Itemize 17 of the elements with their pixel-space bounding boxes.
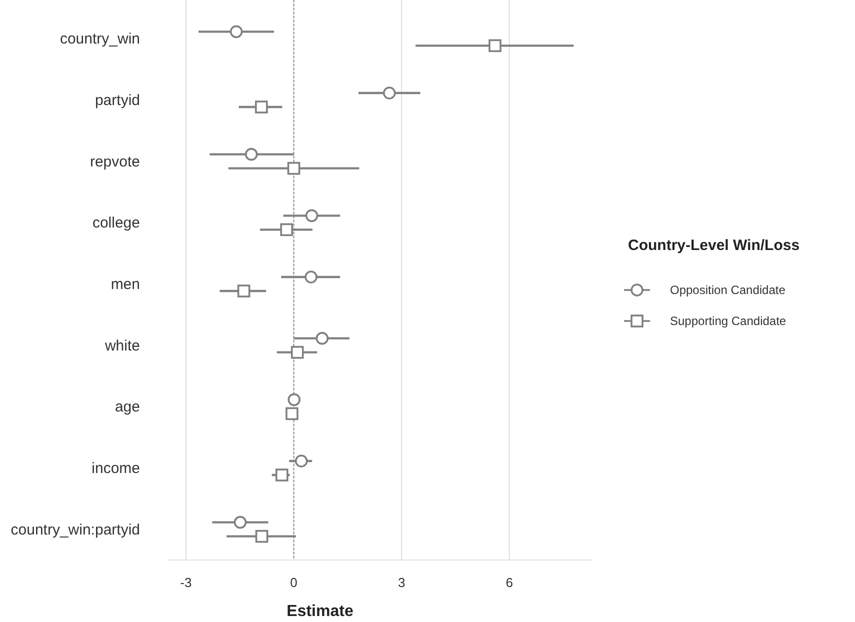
legend-label: Opposition Candidate xyxy=(670,283,786,297)
legend-label: Supporting Candidate xyxy=(670,314,786,328)
y-tick-label: age xyxy=(114,398,140,416)
x-tick-label: 0 xyxy=(290,575,298,590)
x-tick-label: 3 xyxy=(398,575,406,590)
x-tick-label: -3 xyxy=(180,575,192,590)
y-tick-label: country_win xyxy=(60,30,140,48)
x-axis-title: Estimate xyxy=(286,603,354,620)
legend-title: Country-Level Win/Loss xyxy=(628,237,800,254)
y-tick-label: country_win:partyid xyxy=(10,521,140,538)
y-tick-label: income xyxy=(92,460,140,477)
y-tick-label: college xyxy=(92,214,140,232)
y-tick-label: partyid xyxy=(94,92,140,109)
y-tick-label: white xyxy=(104,337,140,354)
x-tick-label: 6 xyxy=(506,575,513,590)
y-tick-label: repvote xyxy=(90,153,140,170)
y-tick-label: men xyxy=(110,276,140,293)
